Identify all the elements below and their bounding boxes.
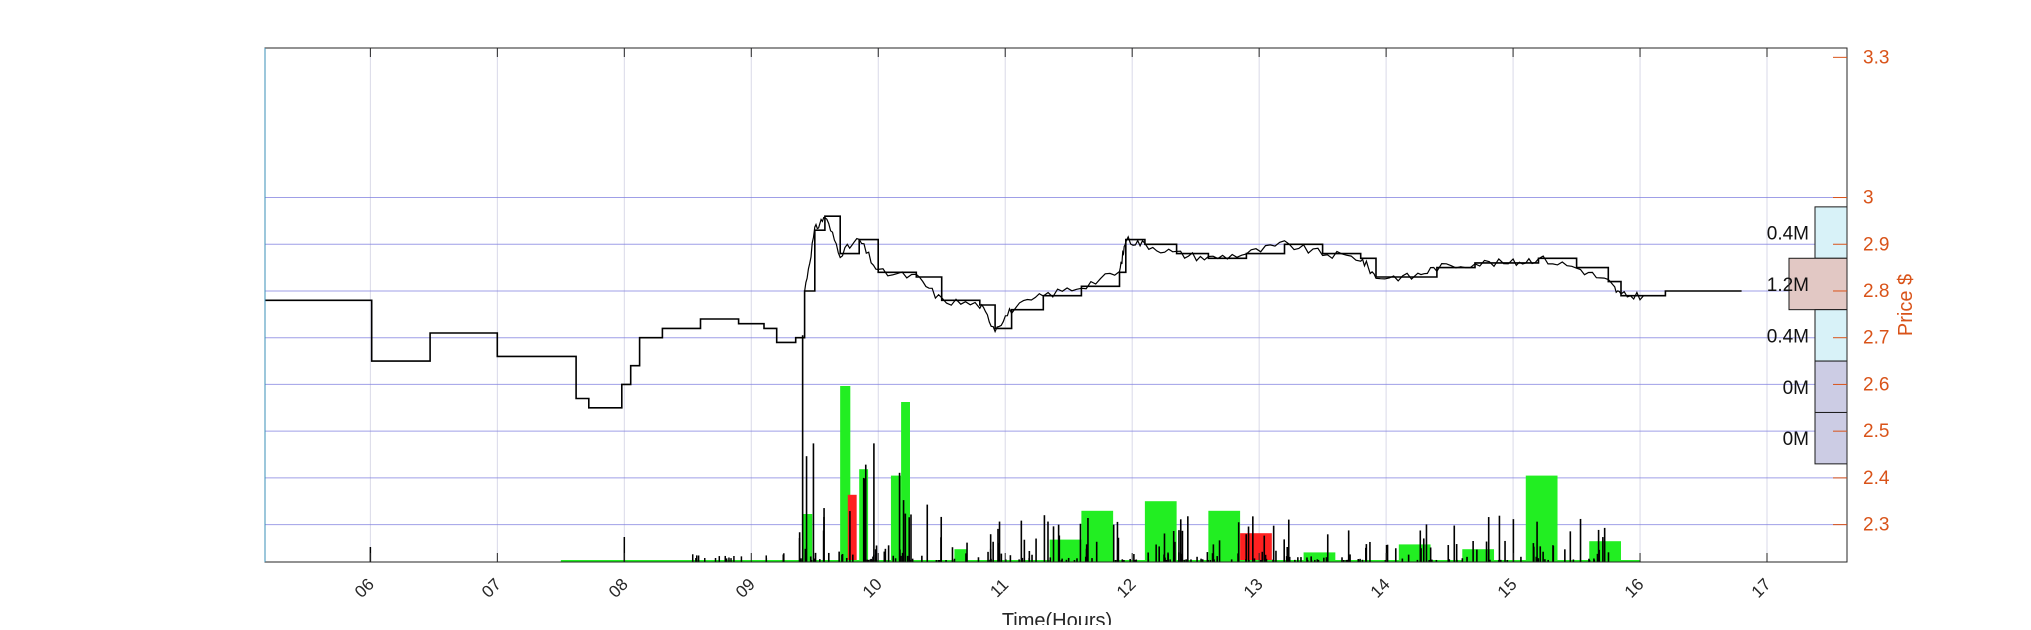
volume-profile-bar xyxy=(1814,360,1848,413)
price-line-detail xyxy=(804,216,1644,334)
volume-profile-label: 0.4M xyxy=(1767,326,1809,347)
y-tick-label: 3.3 xyxy=(1863,47,1889,68)
buy-volume-bar xyxy=(1303,552,1336,562)
buy-volume-bar xyxy=(1144,501,1177,562)
x-tick-label: 09 xyxy=(732,575,759,602)
volume-profile-label: 1.2M xyxy=(1767,275,1809,296)
y-axis-label: Price $ xyxy=(1895,274,1917,336)
x-tick-label: 11 xyxy=(986,575,1012,601)
x-tick-label: 15 xyxy=(1494,575,1521,602)
volume-profile-bar xyxy=(1814,206,1848,259)
x-tick-label: 07 xyxy=(478,575,505,602)
horizontal-grid xyxy=(265,197,1847,526)
volume-profile-bar xyxy=(1788,257,1848,311)
y-tick-label: 2.9 xyxy=(1863,234,1889,255)
vertical-grid xyxy=(369,48,1768,562)
volume-profile-label: 0M xyxy=(1783,378,1809,399)
x-tick-label: 10 xyxy=(859,575,886,602)
price-line xyxy=(265,215,1742,409)
x-tick-label: 08 xyxy=(605,575,632,602)
y-tick-label: 2.7 xyxy=(1863,328,1889,349)
buy-volume-bar xyxy=(1398,544,1431,562)
volume-profile-bar xyxy=(1814,411,1848,465)
volume-profile-bar xyxy=(1814,309,1848,362)
x-tick-label: 16 xyxy=(1621,575,1648,602)
y-axis-ticks: 2.3 2.4 2.5 2.6 2.7 2.8 2.9 3 3.3 xyxy=(1833,47,1890,536)
x-tick-label: 14 xyxy=(1367,575,1394,602)
sell-volume-bar xyxy=(847,494,857,562)
y-tick-label: 2.3 xyxy=(1863,515,1889,536)
buy-volume-bar xyxy=(954,549,968,562)
price-line-group xyxy=(265,215,1742,409)
volume-profile-label: 0M xyxy=(1783,429,1809,450)
buy-volume-bar xyxy=(890,475,902,562)
volume-profile-label: 0.4M xyxy=(1767,224,1809,245)
tick-volume-spikes xyxy=(369,335,1610,562)
y-tick-label: 2.4 xyxy=(1863,468,1890,489)
x-axis-ticks: 06 07 08 09 10 11 12 13 14 15 16 17 xyxy=(351,48,1775,602)
y-tick-label: 3 xyxy=(1863,188,1874,209)
buy-volume-bar xyxy=(840,386,851,562)
x-tick-label: 06 xyxy=(351,575,378,602)
sell-volume-bar xyxy=(1240,533,1272,562)
buy-volume-bar xyxy=(901,402,910,562)
plot-frame xyxy=(264,47,1848,563)
buy-volume-bar xyxy=(1049,539,1082,562)
volume-bars xyxy=(560,386,1641,562)
x-tick-label: 17 xyxy=(1748,575,1775,602)
volume-profile: 0.4M 1.2M 0.4M 0M 0M xyxy=(1767,206,1848,465)
x-tick-label: 13 xyxy=(1240,575,1267,602)
x-axis-label: Time(Hours) xyxy=(1002,610,1112,625)
y-tick-label: 2.5 xyxy=(1863,421,1889,442)
x-tick-label: 12 xyxy=(1113,575,1140,602)
y-tick-label: 2.8 xyxy=(1863,281,1889,302)
y-tick-label: 2.6 xyxy=(1863,374,1889,395)
